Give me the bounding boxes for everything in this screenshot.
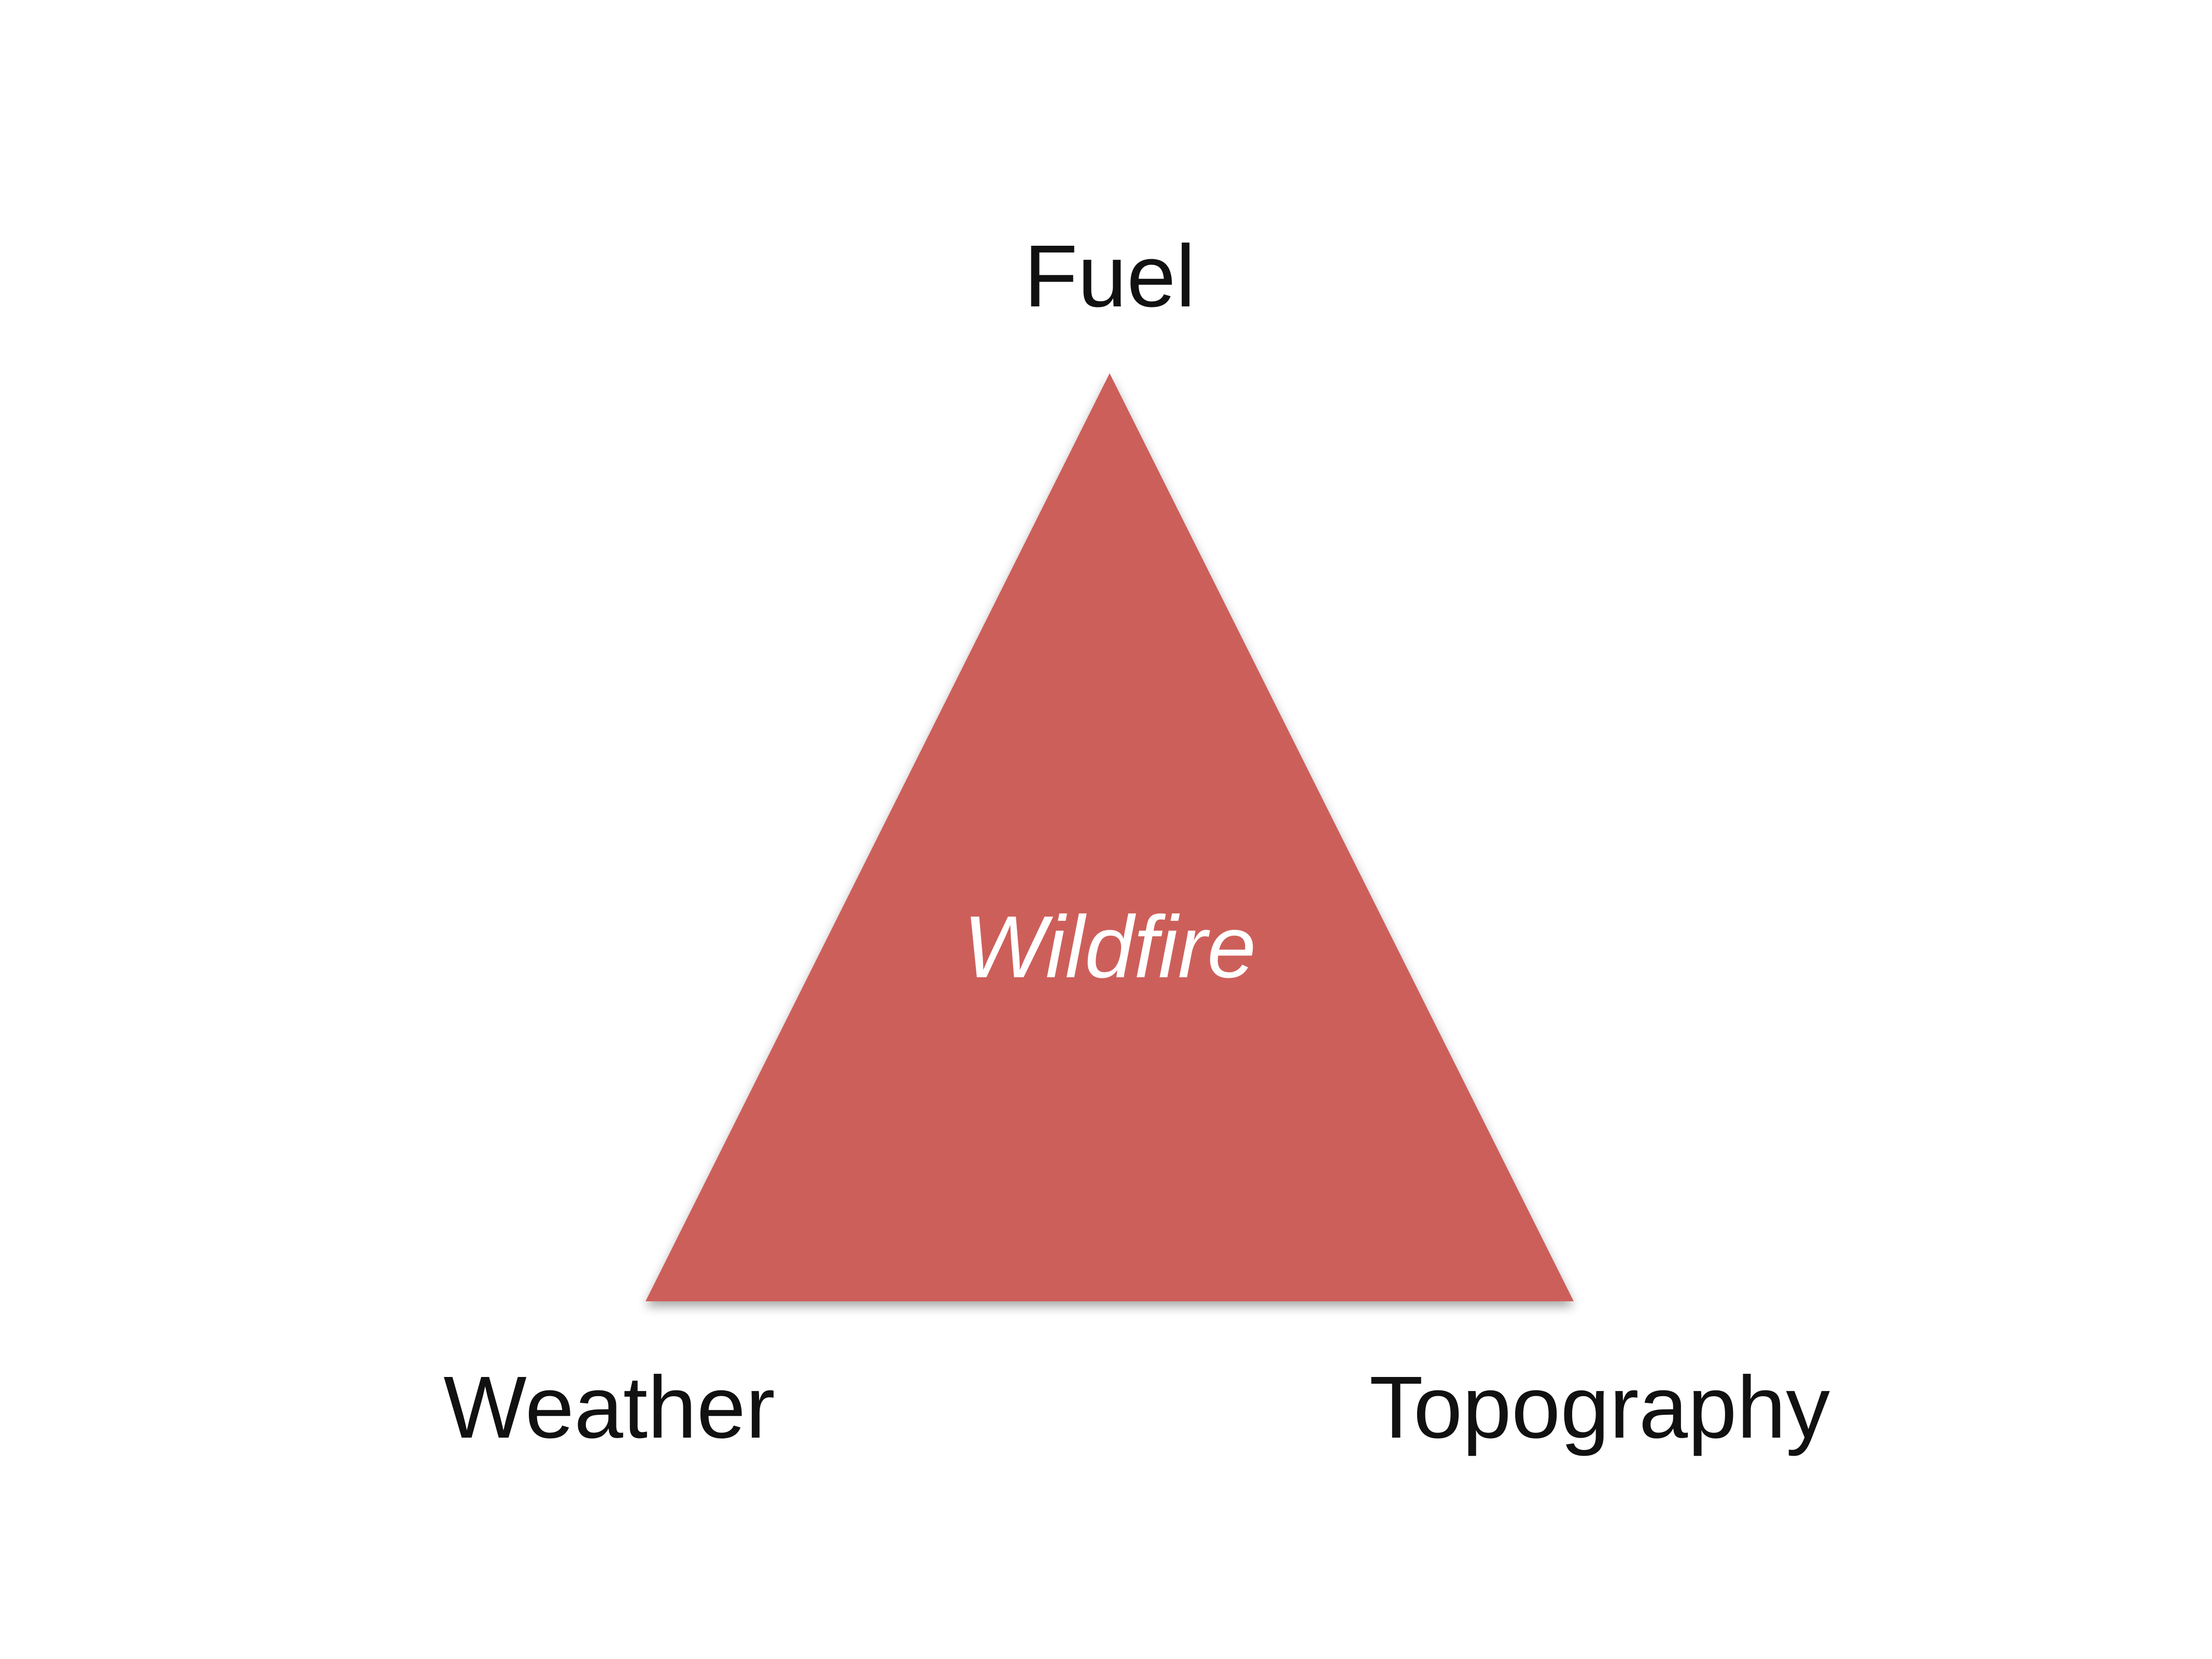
corner-label-fuel: Fuel xyxy=(1024,227,1196,326)
corner-label-weather: Weather xyxy=(443,1358,775,1457)
corner-label-topography: Topography xyxy=(1369,1358,1830,1457)
fire-triangle xyxy=(646,373,1574,1301)
center-label-wildfire: Wildfire xyxy=(963,898,1256,996)
